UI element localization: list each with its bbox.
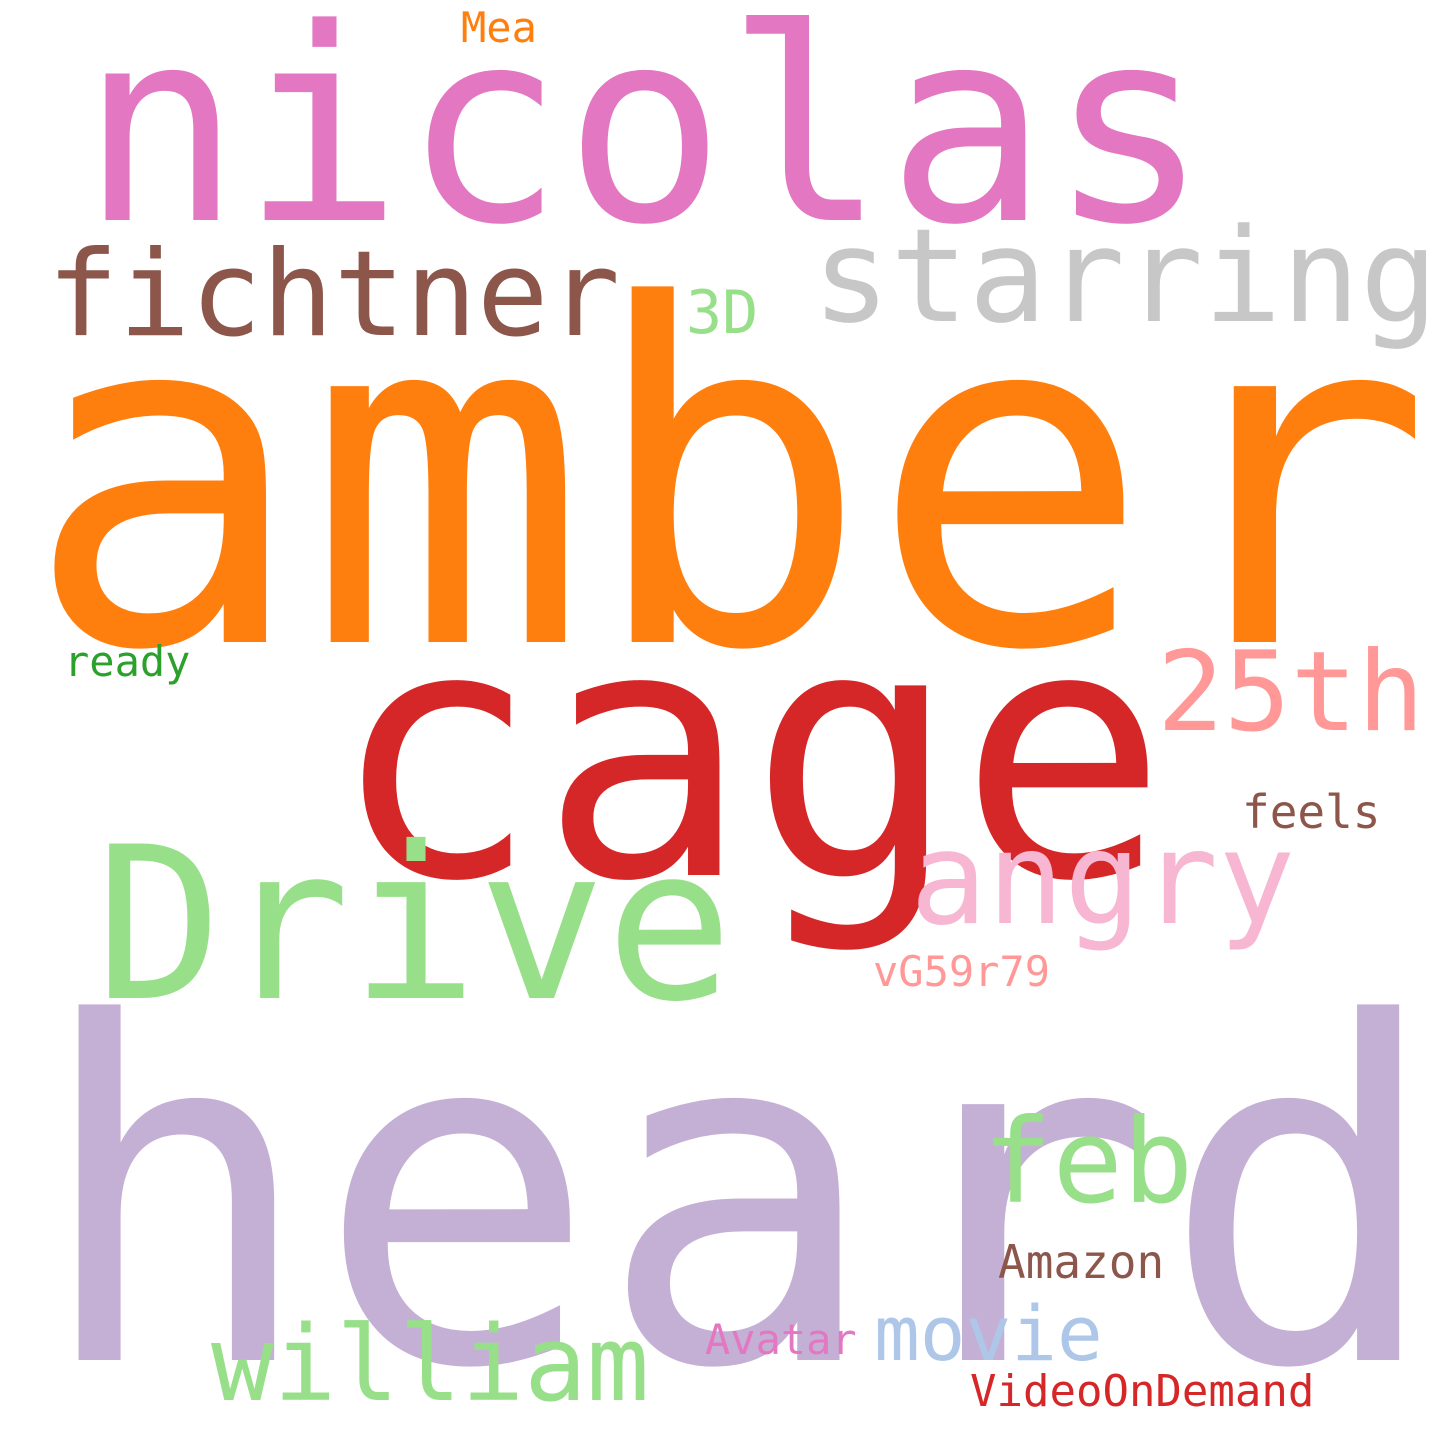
word-drive: Drive [95, 801, 734, 1048]
word-nicolas: nicolas [80, 0, 1210, 284]
word-william: william [211, 1303, 650, 1425]
word-feels: feels [1242, 785, 1381, 839]
word-angry: angry [910, 805, 1296, 954]
word-heard: heard [34, 927, 1440, 1440]
word-25th: 25th [1157, 628, 1425, 757]
word-cage: cage [330, 553, 1169, 958]
word-3d: 3D [686, 278, 759, 348]
word-amber: amber [24, 209, 1433, 753]
word-feb: feb [982, 1093, 1194, 1230]
word-vg59r79: vG59r79 [873, 947, 1051, 996]
word-starring: starring [812, 200, 1439, 352]
word-avatar: Avatar [705, 1315, 857, 1364]
word-mea: Mea [461, 3, 537, 52]
word-videoondemand: VideoOnDemand [970, 1366, 1315, 1417]
word-movie: movie [874, 1289, 1103, 1378]
word-fichtner: fichtner [47, 226, 621, 364]
word-amazon: Amazon [998, 1235, 1165, 1289]
word-ready: ready [64, 637, 191, 686]
